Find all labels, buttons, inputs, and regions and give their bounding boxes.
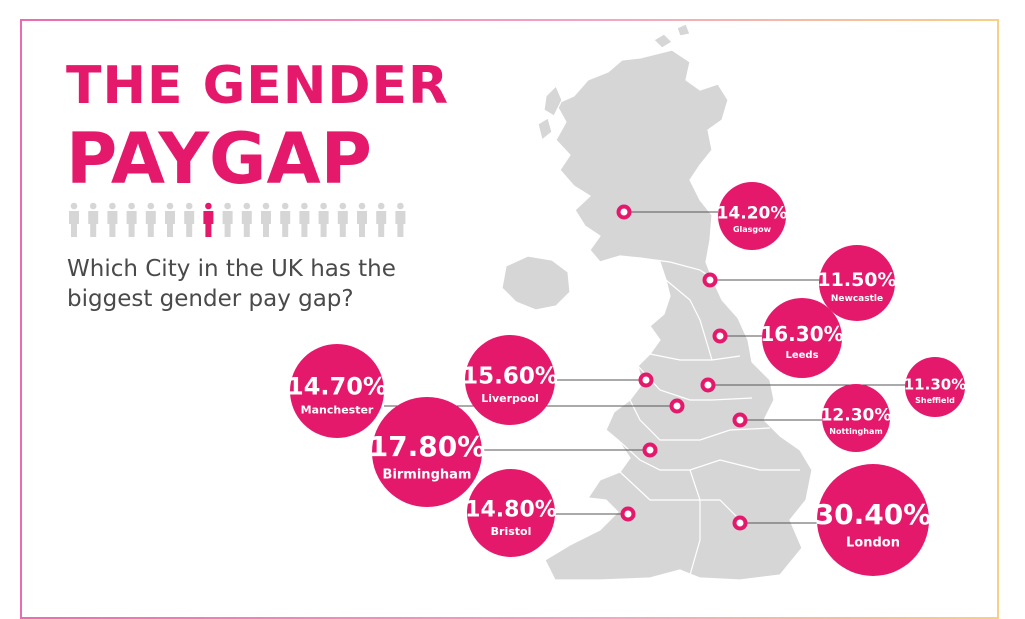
person-icon xyxy=(126,202,137,237)
bubble-newcastle: 11.50% Newcastle xyxy=(817,245,897,321)
bubble-city-leeds: Leeds xyxy=(785,350,818,361)
person-icon xyxy=(88,202,99,237)
bubble-circle-london xyxy=(817,464,929,576)
bubble-city-sheffield: Sheffield xyxy=(915,396,955,405)
bubble-city-london: London xyxy=(846,535,900,550)
bubble-leeds: 16.30% Leeds xyxy=(760,298,844,378)
person-icon xyxy=(395,202,406,237)
bubble-value-leeds: 16.30% xyxy=(760,322,843,346)
city-marker-manchester xyxy=(669,398,685,414)
person-icon xyxy=(222,202,233,237)
person-icon xyxy=(184,202,195,237)
person-icon xyxy=(241,202,252,237)
uk-map-icon xyxy=(501,23,813,580)
city-marker-glasgow xyxy=(616,204,632,220)
person-icon xyxy=(376,202,387,237)
bubble-value-newcastle: 11.50% xyxy=(817,269,896,291)
bubble-city-liverpool: Liverpool xyxy=(481,392,539,405)
bubble-value-nottingham: 12.30% xyxy=(821,406,892,426)
bubble-london: 30.40% London xyxy=(815,464,932,576)
bubble-city-newcastle: Newcastle xyxy=(831,294,883,304)
bubble-city-manchester: Manchester xyxy=(301,403,374,416)
person-icon xyxy=(145,202,156,237)
bubble-circle-birmingham xyxy=(372,397,482,507)
bubble-value-manchester: 14.70% xyxy=(287,373,387,401)
bubble-manchester: 14.70% Manchester xyxy=(287,344,387,438)
person-icon xyxy=(165,202,175,237)
bubble-value-london: 30.40% xyxy=(815,498,932,531)
bubble-nottingham: 12.30%Nottingham xyxy=(821,384,892,452)
bubble-value-liverpool: 15.60% xyxy=(462,363,558,389)
question-line-1: Which City in the UK has the xyxy=(67,256,396,282)
city-marker-birmingham xyxy=(642,442,658,458)
bubble-circle-liverpool xyxy=(465,335,555,425)
city-markers xyxy=(616,204,748,531)
city-marker-nottingham xyxy=(732,412,748,428)
bubble-circle-glasgow xyxy=(718,182,786,250)
city-marker-leeds xyxy=(712,328,728,344)
bubble-city-birmingham: Birmingham xyxy=(383,467,472,482)
bubble-circle-nottingham xyxy=(822,384,890,452)
person-icon xyxy=(337,202,348,237)
bubble-city-nottingham: Nottingham xyxy=(829,427,882,436)
bubble-circle-manchester xyxy=(290,344,384,438)
person-icon xyxy=(357,202,367,237)
bubble-city-bristol: Bristol xyxy=(491,525,532,538)
bubble-value-sheffield: 11.30% xyxy=(904,375,966,393)
person-icon xyxy=(261,202,271,237)
person-row-icon xyxy=(69,202,406,237)
bubble-circle-leeds xyxy=(762,298,842,378)
question-text: Which City in the UK has the biggest gen… xyxy=(67,254,396,314)
bubble-circle-sheffield xyxy=(905,357,965,417)
bubble-sheffield: 11.30% Sheffield xyxy=(904,357,966,417)
person-icon xyxy=(318,202,329,237)
bubble-liverpool: 15.60% Liverpool xyxy=(462,335,558,425)
bubble-value-bristol: 14.80% xyxy=(465,497,557,522)
city-marker-liverpool xyxy=(638,372,654,388)
highlighted-person-icon xyxy=(203,202,214,237)
person-icon xyxy=(107,202,118,237)
title-line-1: THE GENDER xyxy=(66,56,450,116)
bubbles: 14.20%Glasgow11.50%Newcastle16.30%Leeds1… xyxy=(287,182,966,576)
bubble-circle-bristol xyxy=(467,469,555,557)
title-line-2: PAYGAP xyxy=(66,118,372,200)
uk-map-chart: 14.20%Glasgow11.50%Newcastle16.30%Leeds1… xyxy=(287,23,966,580)
bubble-circle-newcastle xyxy=(819,245,895,321)
person-icon xyxy=(280,202,291,237)
bubble-city-glasgow: Glasgow xyxy=(733,225,772,234)
city-marker-bristol xyxy=(620,506,636,522)
bubble-birmingham: 17.80% Birmingham xyxy=(369,397,486,507)
city-marker-sheffield xyxy=(700,377,716,393)
bubble-glasgow: 14.20%Glasgow xyxy=(717,182,788,250)
question-line-2: biggest gender pay gap? xyxy=(67,286,354,312)
bubble-bristol: 14.80% Bristol xyxy=(465,469,557,557)
city-marker-london xyxy=(732,515,748,531)
bubble-value-glasgow: 14.20% xyxy=(717,204,788,224)
city-marker-newcastle xyxy=(702,272,718,288)
person-icon xyxy=(69,202,79,237)
person-icon xyxy=(299,202,310,237)
bubble-value-birmingham: 17.80% xyxy=(369,430,486,463)
